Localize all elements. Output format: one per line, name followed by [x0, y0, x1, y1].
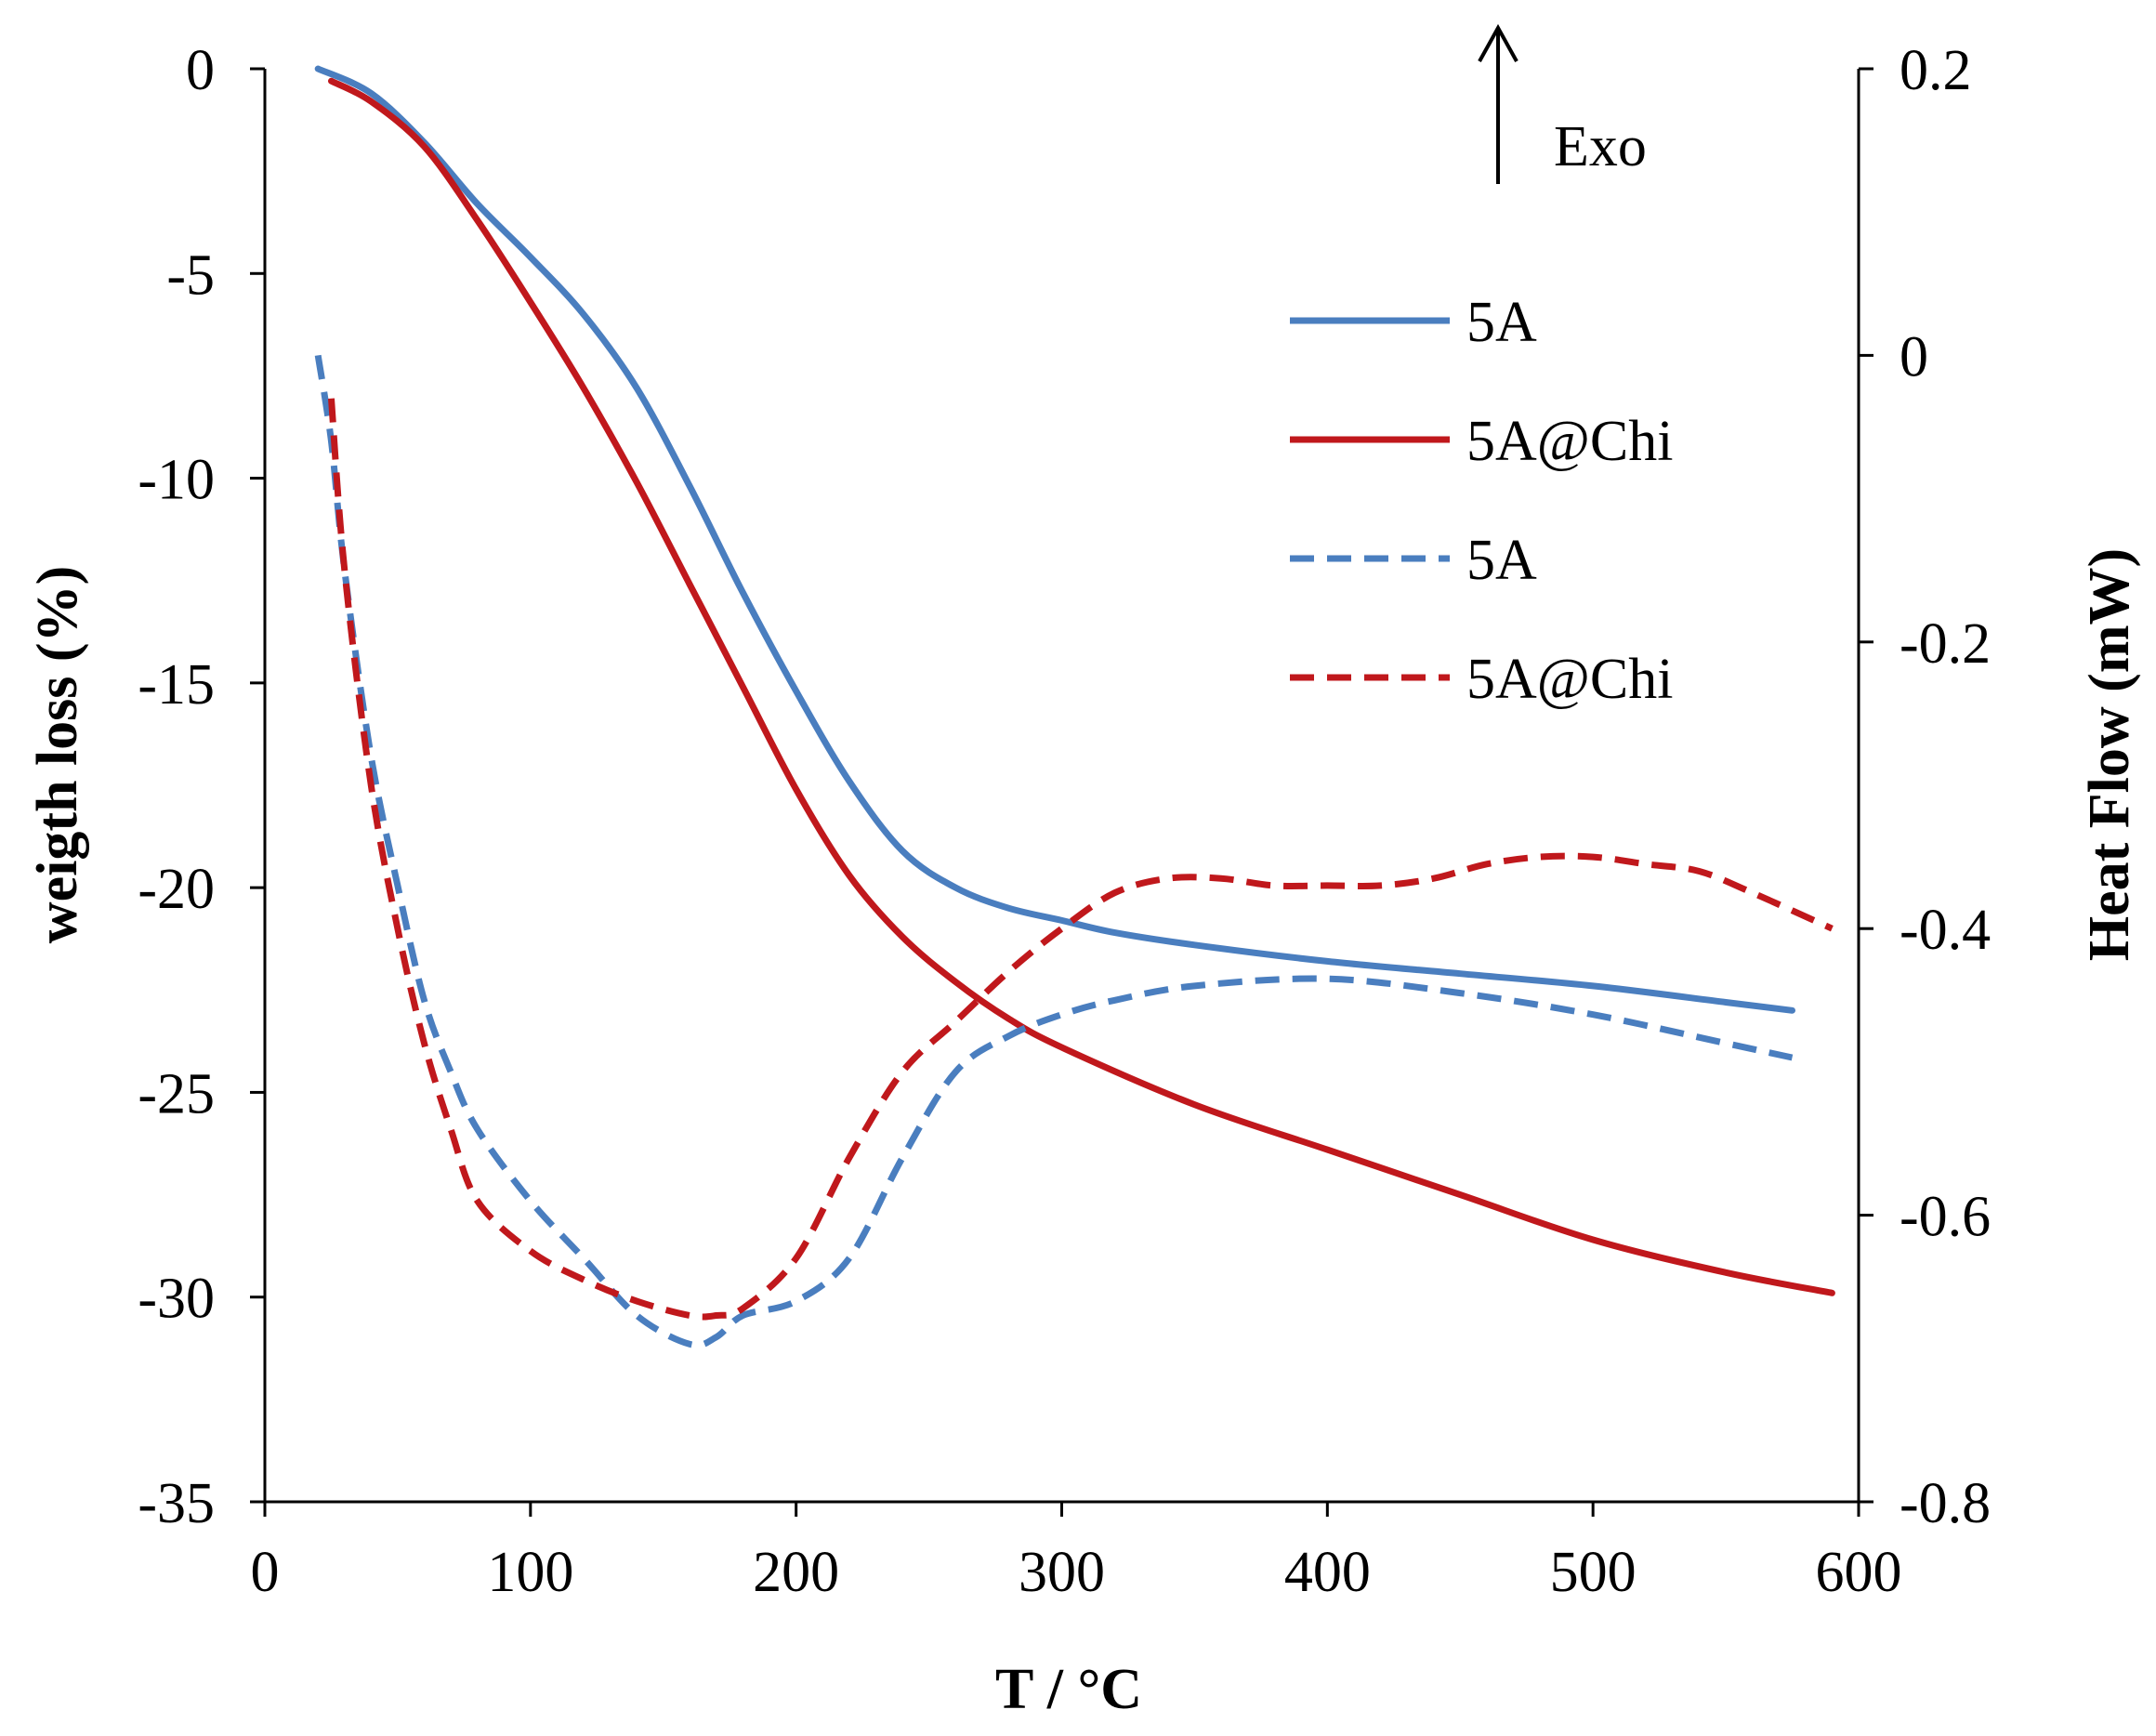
y-tick-label: -15	[138, 653, 215, 717]
series-line-3-5a-chi-dashed	[328, 398, 1834, 1321]
y2-tick-label: -0.2	[1900, 612, 1991, 676]
exo-arrow-head	[1478, 23, 1518, 62]
legend: 5A 5A@Chi 5A 5A@Chi	[1290, 291, 1673, 711]
legend-label-2: 5A	[1466, 529, 1537, 592]
y-tick-label: -20	[138, 858, 215, 921]
y2-axis-title: Heat Flow (mW)	[2078, 548, 2141, 961]
y2-tick-label: 0.2	[1900, 39, 1972, 102]
y2-tick-label: -0.4	[1900, 899, 1991, 962]
axes: 0 100 200 300 400 500 600 0 -5 -10 -15 -20 -25 -30 -35…	[138, 39, 1991, 1604]
exo-annotation: Exo	[1478, 23, 1647, 184]
y-tick-label: -35	[138, 1472, 215, 1535]
y-tick-label: -5	[166, 243, 215, 307]
y2-tick-label: -0.6	[1900, 1186, 1991, 1249]
y-axis-title: weigth loss (%)	[26, 566, 89, 943]
x-tick-label: 300	[1019, 1541, 1105, 1604]
x-tick-label: 500	[1550, 1541, 1637, 1604]
y-tick-label: -30	[138, 1268, 215, 1331]
series-layer	[314, 65, 1835, 1349]
legend-label-1: 5A@Chi	[1466, 410, 1673, 473]
y2-tick-label: -0.8	[1900, 1472, 1991, 1535]
series-line-2-5a-dashed	[314, 354, 1794, 1349]
series-line-0-5a-solid	[314, 65, 1795, 1014]
legend-label-3: 5A@Chi	[1466, 648, 1673, 711]
x-tick-label: 400	[1284, 1541, 1371, 1604]
y2-tick-label: 0	[1900, 325, 1928, 388]
y-tick-label: -10	[138, 449, 215, 512]
x-axis-title: T / °C	[995, 1658, 1142, 1721]
y-tick-label: -25	[138, 1062, 215, 1125]
series-line-1-5a-chi-solid	[328, 77, 1835, 1296]
x-tick-label: 200	[753, 1541, 839, 1604]
exo-label: Exo	[1554, 115, 1647, 178]
y-tick-label: 0	[186, 39, 215, 102]
x-tick-label: 0	[251, 1541, 280, 1604]
legend-label-0: 5A	[1466, 291, 1537, 354]
x-tick-label: 100	[487, 1541, 573, 1604]
x-tick-label: 600	[1816, 1541, 1902, 1604]
